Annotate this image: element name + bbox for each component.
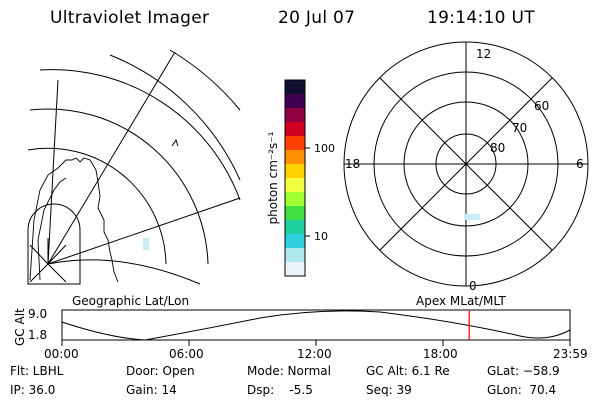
colorbar-segment (285, 150, 305, 165)
lat-label-80: 80 (490, 141, 505, 155)
timeline-frame (61, 309, 571, 341)
timeline-tick-1800: 18:00 (423, 347, 458, 361)
timeline-y-bottom: 1.8 (28, 328, 48, 342)
mlt-label-0: 0 (469, 279, 477, 293)
info-gc-alt: GC Alt: 6.1 Re (366, 364, 450, 378)
colorbar-frame (284, 79, 306, 277)
timeline-orbit-curve (61, 310, 571, 341)
colorbar-segment (285, 108, 305, 123)
colorbar-segment (285, 80, 305, 95)
info-glon: GLon: 70.4 (487, 383, 557, 397)
colorbar-segment (285, 192, 305, 207)
header-time: 19:14:10 UT (427, 8, 535, 28)
info-glat: GLat: −58.9 (487, 364, 560, 378)
info-dsp: Dsp: -5.5 (247, 383, 313, 397)
timeline-label-apex: Apex MLat/MLT (416, 294, 506, 308)
info-seq: Seq: 39 (366, 383, 412, 397)
polar-diag-2 (379, 77, 553, 251)
timeline-label-geographic: Geographic Lat/Lon (72, 294, 190, 308)
mlt-label-18: 18 (345, 157, 360, 171)
colorbar-segment (285, 220, 305, 235)
info-ip: IP: 36.0 (10, 383, 56, 397)
colorbar-segment (285, 164, 305, 179)
timeline-tick-1200: 12:00 (297, 347, 332, 361)
colorbar-segment (285, 136, 305, 151)
colorbar-segment (285, 206, 305, 221)
app-title: Ultraviolet Imager (50, 8, 210, 28)
colorbar-segment (285, 248, 305, 263)
info-flt: Flt: LBHL (10, 364, 64, 378)
uv-patch-polar (464, 214, 480, 220)
colorbar-segment (285, 234, 305, 249)
timeline-y-top: 9.0 (28, 307, 48, 321)
mlt-label-12: 12 (476, 47, 491, 61)
info-mode: Mode: Normal (247, 364, 331, 378)
lat-label-70: 70 (512, 121, 527, 135)
colorbar-segment (285, 178, 305, 193)
lat-label-60: 60 (534, 99, 549, 113)
info-gain: Gain: 14 (126, 383, 177, 397)
mlt-label-6: 6 (576, 157, 584, 171)
colorbar-unit: photon cm⁻²s⁻¹ (266, 131, 280, 224)
timeline-ticks (61, 340, 571, 346)
colorbar-tick-label-100: 100 (314, 142, 335, 155)
colorbar-segment (285, 262, 305, 277)
colorbar-segment (285, 122, 305, 137)
timeline-tick-2359: 23:59 (553, 347, 588, 361)
info-door: Door: Open (126, 364, 195, 378)
colorbar-tick-label-10: 10 (314, 230, 328, 243)
timeline-tick-0000: 00:00 (44, 347, 79, 361)
colorbar-segment (285, 94, 305, 109)
timeline-tick-0600: 06:00 (169, 347, 204, 361)
header-date: 20 Jul 07 (278, 8, 356, 28)
